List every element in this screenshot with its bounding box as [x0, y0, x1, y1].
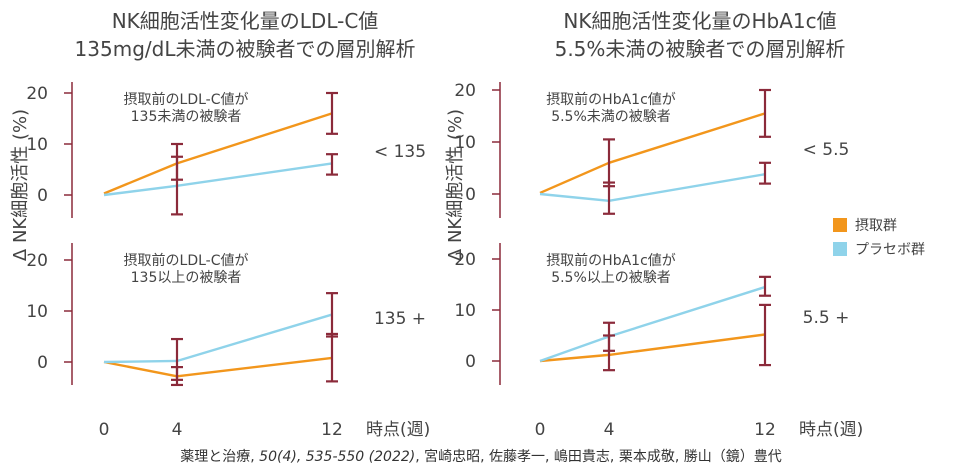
panel-annotation: 135以上の被験者	[131, 270, 242, 286]
x-tick-label: 4	[604, 420, 615, 440]
y-axis-label: Δ NK細胞活性 (%)	[10, 109, 31, 261]
y-tick-label: 0	[37, 353, 48, 373]
error-bar-placebo	[759, 163, 771, 184]
panel-annotation: 5.5%未満の被験者	[551, 109, 671, 125]
x-tick-label: 12	[321, 420, 343, 440]
y-tick-label: 0	[465, 185, 476, 205]
panel-annotation: 5.5%以上の被験者	[551, 270, 671, 286]
x-axis-label: 時点(週)	[366, 420, 430, 440]
series-line-intake	[104, 113, 332, 193]
y-tick-label: 10	[454, 301, 476, 321]
citation: 薬理と治療, 50(4), 535-550 (2022), 宮崎忠昭, 佐藤孝一…	[180, 448, 781, 465]
legend-label-placebo: プラセボ群	[855, 242, 925, 258]
citation-authors: , 宮崎忠昭, 佐藤孝一, 嶋田貴志, 栗本成敬, 勝山（鏡）豊代	[415, 449, 782, 465]
y-tick-label: 20	[26, 84, 48, 104]
y-tick-label: 0	[465, 352, 476, 372]
legend-swatch-intake	[833, 218, 847, 232]
error-bar-intake	[759, 90, 771, 137]
y-tick-label: 10	[26, 135, 48, 155]
chart-title-line: 135mg/dL未満の被験者での層別解析	[75, 37, 416, 61]
x-tick-label: 4	[172, 420, 183, 440]
error-bar-intake	[603, 139, 615, 186]
y-tick-label: 10	[454, 133, 476, 153]
panel-annotation: 摂取前のHbA1c値が	[546, 252, 676, 269]
segment-label: 135 +	[374, 309, 426, 329]
y-tick-label: 20	[454, 81, 476, 101]
x-tick-label: 0	[99, 420, 110, 440]
chart-2: NK細胞活性変化量のHbA1c値 5.5%未満の被験者での層別解析 Δ NK細胞活性…	[445, 9, 863, 440]
segment-label: < 135	[374, 142, 426, 162]
chart-title-line: NK細胞活性変化量のLDL-C値	[112, 9, 379, 33]
x-tick-label: 0	[535, 420, 546, 440]
x-tick-label: 12	[754, 420, 776, 440]
chart-1: NK細胞活性変化量のLDL-C値 135mg/dL未満の被験者での層別解析 Δ NK…	[10, 9, 430, 440]
chart-title-line: 5.5%未満の被験者での層別解析	[555, 37, 846, 61]
error-bar-intake	[326, 93, 338, 134]
chart-title-line: NK細胞活性変化量のHbA1c値	[563, 9, 836, 33]
segment-label: < 5.5	[803, 140, 850, 160]
panel-annotation: 摂取前のHbA1c値が	[546, 91, 676, 108]
y-axis-label: Δ NK細胞活性 (%)	[445, 109, 466, 261]
x-axis-label: 時点(週)	[799, 420, 863, 440]
citation-source: 薬理と治療,	[180, 448, 259, 465]
series-line-intake	[540, 334, 765, 361]
y-tick-label: 20	[454, 250, 476, 270]
legend-swatch-placebo	[833, 242, 847, 256]
panel-annotation: 摂取前のLDL-C値が	[124, 252, 249, 269]
panel-annotation: 135未満の被験者	[131, 109, 242, 125]
error-bar-placebo	[759, 277, 771, 296]
panel-annotation: 摂取前のLDL-C値が	[124, 91, 249, 108]
y-tick-label: 10	[26, 302, 48, 322]
segment-label: 5.5 +	[803, 308, 850, 328]
y-tick-label: 20	[26, 251, 48, 271]
legend-label-intake: 摂取群	[855, 218, 897, 234]
y-tick-label: 0	[37, 186, 48, 206]
series-line-placebo	[104, 315, 332, 362]
citation-volume: 50(4), 535-550 (2022)	[259, 449, 415, 465]
